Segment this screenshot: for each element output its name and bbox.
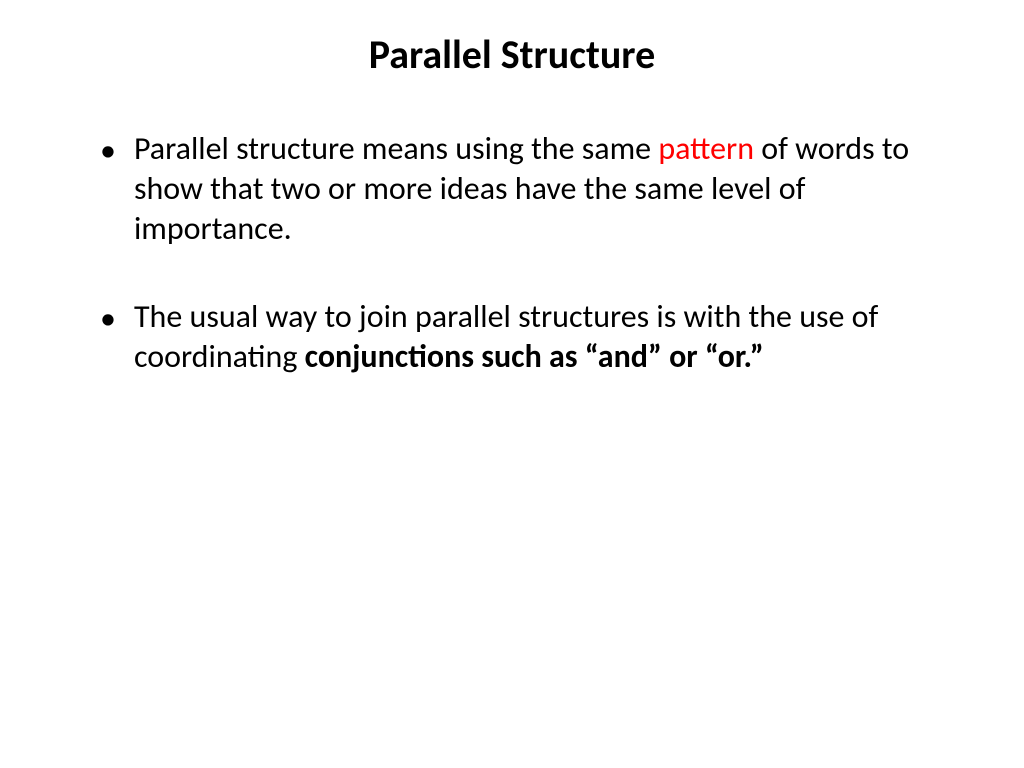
text-segment-highlight: pattern [658,129,754,168]
slide-content: • Parallel structure means using the sam… [70,129,954,377]
bullet-text: Parallel structure means using the same … [134,129,954,249]
text-segment-bold: conjunctions such as “and” or “or.” [305,337,764,376]
bullet-item: • The usual way to join parallel structu… [100,297,954,377]
bullet-marker: • [100,131,116,171]
bullet-item: • Parallel structure means using the sam… [100,129,954,249]
bullet-text: The usual way to join parallel structure… [134,297,954,377]
text-segment: Parallel structure means using the same [134,129,658,168]
slide-title: Parallel Structure [70,30,954,79]
bullet-marker: • [100,299,116,339]
